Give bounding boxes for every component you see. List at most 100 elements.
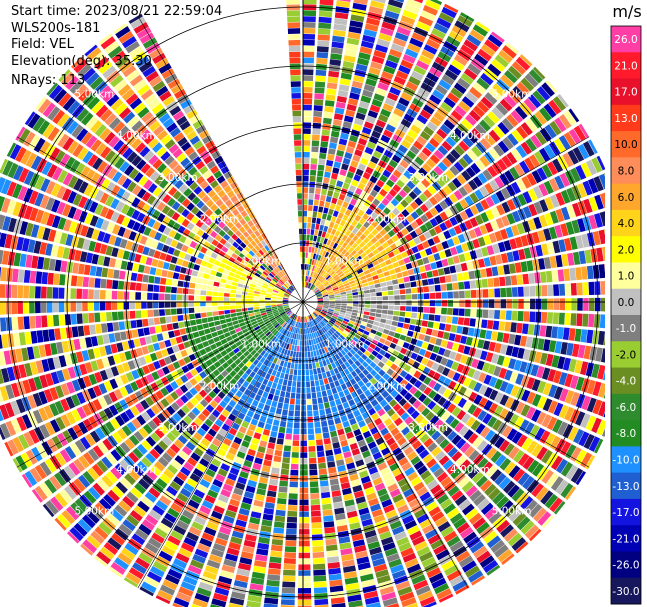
range-gate: [545, 80, 558, 94]
range-gate: [446, 283, 453, 291]
range-gate: [406, 150, 417, 160]
range-gate: [163, 468, 175, 480]
range-gate: [62, 368, 71, 381]
range-gate: [328, 424, 336, 432]
range-gate: [308, 339, 312, 346]
range-gate: [552, 419, 563, 433]
range-gate: [298, 582, 311, 588]
range-gate: [94, 427, 106, 440]
range-gate: [565, 221, 575, 235]
range-gate: [319, 480, 329, 487]
range-gate: [305, 282, 308, 288]
range-gate: [441, 6, 457, 19]
range-gate: [429, 137, 440, 148]
range-gate: [543, 180, 554, 195]
range-gate: [488, 309, 495, 319]
range-gate: [355, 63, 368, 72]
range-gate: [164, 254, 173, 263]
range-gate: [370, 399, 379, 407]
range-gate: [564, 390, 575, 404]
range-gate: [488, 148, 500, 161]
range-gate: [308, 264, 311, 271]
range-gate: [560, 483, 574, 499]
range-gate: [285, 337, 290, 343]
range-gate: [459, 299, 465, 308]
range-gate: [76, 237, 85, 249]
range-gate: [344, 251, 350, 258]
range-gate: [468, 391, 478, 402]
range-gate: [405, 81, 418, 92]
range-gate: [23, 316, 30, 330]
range-gate: [159, 309, 165, 316]
range-gate: [358, 272, 365, 278]
range-gate: [305, 276, 308, 282]
range-gate: [169, 354, 177, 363]
range-gate: [581, 395, 592, 411]
range-gate: [408, 76, 421, 86]
range-gate: [253, 304, 259, 307]
range-gate: [392, 350, 400, 358]
range-gate: [425, 142, 436, 153]
range-gate: [216, 373, 225, 382]
range-gate: [342, 559, 355, 568]
range-gate: [252, 462, 262, 471]
range-gate: [352, 123, 362, 132]
range-gate: [460, 72, 474, 85]
range-gate: [553, 284, 560, 296]
range-gate: [303, 151, 310, 158]
range-gate: [566, 204, 576, 219]
range-gate: [207, 489, 219, 499]
range-gate: [545, 270, 553, 283]
range-gate: [282, 575, 296, 582]
range-gate: [82, 239, 91, 251]
range-gate: [444, 324, 452, 332]
range-gate: [56, 201, 66, 215]
range-gate: [524, 298, 530, 310]
range-gate: [386, 315, 393, 320]
range-gate: [493, 144, 505, 157]
range-gate: [155, 379, 164, 389]
range-gate: [394, 267, 402, 273]
range-gate: [260, 371, 267, 378]
range-gate: [335, 303, 341, 306]
range-gate: [540, 490, 554, 505]
range-gate: [324, 365, 329, 372]
range-gate: [6, 181, 17, 197]
range-gate: [514, 262, 522, 273]
range-gate: [534, 110, 548, 125]
range-gate: [342, 157, 351, 165]
range-gate: [544, 433, 556, 447]
range-gate: [201, 284, 208, 290]
range-gate: [551, 455, 563, 471]
range-gate: [546, 473, 559, 488]
range-gate: [385, 123, 396, 133]
range-gate: [571, 298, 577, 311]
range-gate: [155, 268, 163, 276]
range-gate: [225, 366, 233, 374]
range-gate: [390, 43, 405, 53]
range-gate: [292, 375, 297, 381]
range-gate: [279, 310, 285, 315]
range-gate: [353, 490, 365, 499]
range-gate: [594, 213, 603, 228]
range-gate: [337, 365, 343, 373]
range-gate: [266, 291, 272, 295]
range-gate: [321, 426, 329, 433]
range-gate: [396, 26, 411, 37]
range-gate: [397, 277, 404, 284]
range-gate: [509, 371, 519, 383]
range-gate: [136, 414, 147, 426]
range-gate: [303, 140, 311, 146]
range-gate: [283, 296, 289, 299]
range-gate: [313, 581, 327, 588]
range-gate: [312, 286, 317, 291]
range-gate: [323, 515, 334, 522]
range-gate: [222, 362, 230, 369]
range-gate: [455, 584, 470, 595]
range-gate: [413, 370, 422, 379]
range-gate: [118, 352, 127, 363]
range-gate: [91, 253, 99, 265]
range-gate: [82, 375, 92, 388]
range-gate: [262, 429, 271, 436]
range-gate: [454, 422, 465, 433]
